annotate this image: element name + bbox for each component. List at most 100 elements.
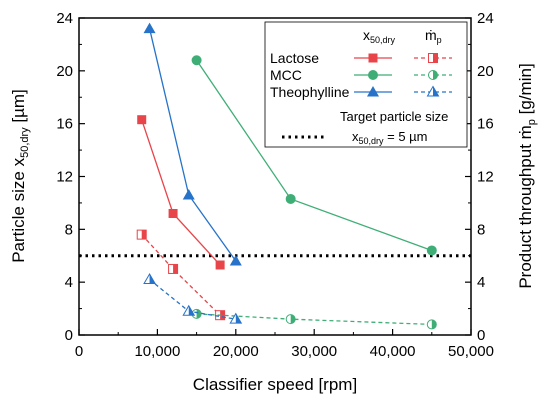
marker-triangle xyxy=(182,188,195,200)
marker-triangle-half xyxy=(433,86,439,96)
y-right-tick-label: 0 xyxy=(477,327,485,344)
y-right-tick-label: 12 xyxy=(477,169,494,186)
legend-label-lactose: Lactose xyxy=(270,50,319,66)
marker-circle-half xyxy=(431,319,437,329)
legend-marker-theophylline-mp xyxy=(426,85,440,97)
marker-circle-half xyxy=(290,314,296,324)
marker-triangle xyxy=(367,86,379,97)
legend-header-x50: x50,dry xyxy=(363,27,396,45)
marker-triangle xyxy=(143,22,156,34)
marker-square-half xyxy=(173,264,178,274)
data-point-lactose-mp xyxy=(136,229,147,240)
legend-header-mp: ṁp xyxy=(425,27,442,45)
legend-target-title: Target particle size xyxy=(340,109,448,124)
marker-circle xyxy=(285,193,296,204)
legend-target-label-sub: 50,dry xyxy=(359,136,385,146)
y-axis-right-label: Product throughput ṁp [g/min] xyxy=(516,63,538,288)
y-left-tick-label: 20 xyxy=(56,63,73,80)
y-axis-left-label-main: Particle size x xyxy=(9,157,28,262)
y-axis-right-label-sub: p xyxy=(526,119,538,125)
legend-label-theophylline: Theophylline xyxy=(270,84,350,100)
legend-marker-lactose-x50 xyxy=(368,53,378,63)
legend-swatches xyxy=(354,53,452,97)
data-point-theophylline-x50 xyxy=(182,188,195,200)
x-tick-label: 20,000 xyxy=(213,343,259,360)
legend-target-label-rest: = 5 µm xyxy=(384,129,428,144)
x-tick-label: 0 xyxy=(75,343,83,360)
y-axis-left-label-sub: 50,dry xyxy=(19,127,31,158)
series-theophylline-mp xyxy=(143,273,243,324)
legend-frame xyxy=(264,21,468,148)
y-left-tick-label: 24 xyxy=(56,10,73,27)
legend-marker-mcc-mp xyxy=(428,70,438,80)
data-point-theophylline-x50 xyxy=(229,255,242,266)
x-tick-label: 40,000 xyxy=(370,343,416,360)
legend-target-label: x50,dry = 5 µm xyxy=(352,129,428,146)
marker-triangle xyxy=(229,255,242,266)
legend-target-label-main: x xyxy=(352,129,359,144)
y-right-tick-label: 4 xyxy=(477,274,485,291)
y-left-tick-label: 8 xyxy=(65,221,73,238)
marker-triangle-half xyxy=(188,305,195,316)
data-point-lactose-x50 xyxy=(215,260,225,270)
y-axis-right-label-main: Product throughput ṁ xyxy=(516,125,535,288)
series-line-theophylline-x50 xyxy=(148,28,237,262)
marker-circle-half xyxy=(196,309,202,319)
x-tick-label: 30,000 xyxy=(291,343,337,360)
marker-triangle-half xyxy=(235,313,242,324)
marker-square xyxy=(168,208,178,218)
data-point-theophylline-x50 xyxy=(143,22,156,34)
marker-circle xyxy=(191,55,202,66)
data-point-mcc-x50 xyxy=(426,245,437,256)
marker-square xyxy=(215,260,225,270)
y-axis-left-label-unit: [µm] xyxy=(9,89,28,127)
legend-marker-theophylline-x50 xyxy=(367,86,379,97)
series-theophylline-x50 xyxy=(143,22,242,266)
y-left-tick-label: 0 xyxy=(65,327,73,344)
marker-triangle-half xyxy=(149,274,156,284)
legend-label-mcc: MCC xyxy=(270,67,302,83)
legend-header-x50-sub: 50,dry xyxy=(370,35,396,45)
y-right-tick-label: 8 xyxy=(477,221,485,238)
legend-header-mp-main: ṁ xyxy=(425,27,437,43)
marker-circle-half xyxy=(433,70,438,80)
x-tick-label: 50,000 xyxy=(448,343,494,360)
series-mcc-x50 xyxy=(191,55,437,256)
y-axis-left-label: Particle size x50,dry [µm] xyxy=(9,89,31,263)
marker-circle xyxy=(426,245,437,256)
y-right-tick-label: 20 xyxy=(477,63,494,80)
data-point-lactose-x50 xyxy=(168,208,178,218)
data-point-theophylline-mp xyxy=(143,273,156,285)
series-layer xyxy=(136,22,437,330)
data-point-theophylline-mp xyxy=(182,304,196,316)
series-mcc-mp xyxy=(191,308,437,330)
data-point-mcc-mp xyxy=(426,319,437,330)
data-point-lactose-mp xyxy=(168,263,179,274)
y-axis-right-label-unit: [g/min] xyxy=(516,63,535,119)
series-line-lactose-mp xyxy=(141,234,221,316)
data-point-mcc-x50 xyxy=(285,193,296,204)
marker-square-half xyxy=(220,310,225,320)
data-point-mcc-mp xyxy=(285,314,296,325)
data-point-lactose-x50 xyxy=(137,115,147,125)
marker-square xyxy=(368,53,378,63)
series-lactose-x50 xyxy=(137,115,225,270)
data-point-theophylline-mp xyxy=(229,312,243,324)
series-line-lactose-x50 xyxy=(141,119,221,266)
legend-marker-mcc-x50 xyxy=(368,70,378,80)
legend-header-mp-sub: p xyxy=(437,35,442,45)
y-left-tick-label: 16 xyxy=(56,116,73,133)
marker-square-half xyxy=(141,230,147,240)
data-point-mcc-x50 xyxy=(191,55,202,66)
y-right-tick-label: 16 xyxy=(477,116,494,133)
y-left-tick-label: 4 xyxy=(65,274,73,291)
legend-marker-lactose-mp xyxy=(428,53,438,63)
marker-square-half xyxy=(433,53,438,63)
marker-circle xyxy=(368,70,378,80)
y-left-tick-label: 12 xyxy=(56,169,73,186)
marker-square xyxy=(137,115,147,125)
legend-header-x50-main: x xyxy=(363,27,370,43)
y-right-tick-label: 24 xyxy=(477,10,494,27)
